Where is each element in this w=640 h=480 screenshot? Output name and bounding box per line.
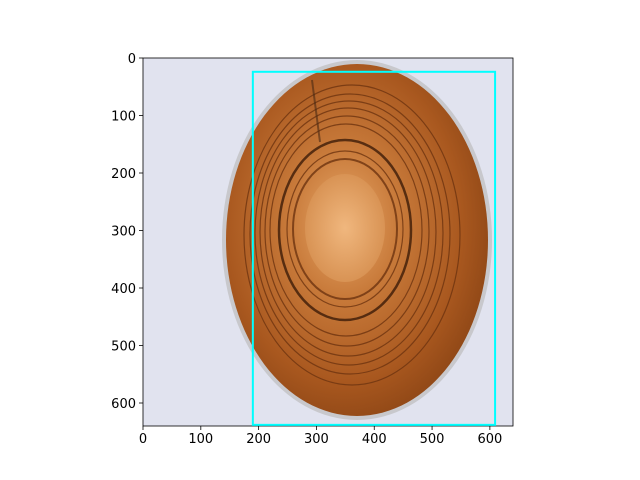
x-tick-label: 100 (188, 432, 213, 447)
y-tick-label: 400 (111, 282, 136, 297)
x-tick-label: 0 (139, 432, 147, 447)
x-tick-label: 600 (477, 432, 502, 447)
image (143, 58, 513, 426)
axes-frame (142, 57, 514, 427)
x-tick-label: 300 (304, 432, 329, 447)
y-tick-label: 300 (111, 225, 136, 240)
y-tick-label: 200 (111, 167, 136, 182)
x-tick-label: 500 (420, 432, 445, 447)
y-tick-label: 500 (111, 340, 136, 355)
y-tick-label: 0 (128, 52, 136, 67)
x-tick-label: 200 (246, 432, 271, 447)
y-tick-label: 100 (111, 110, 136, 125)
bounding-box (251, 70, 497, 426)
x-tick-label: 400 (362, 432, 387, 447)
y-tick-label: 600 (111, 397, 136, 412)
